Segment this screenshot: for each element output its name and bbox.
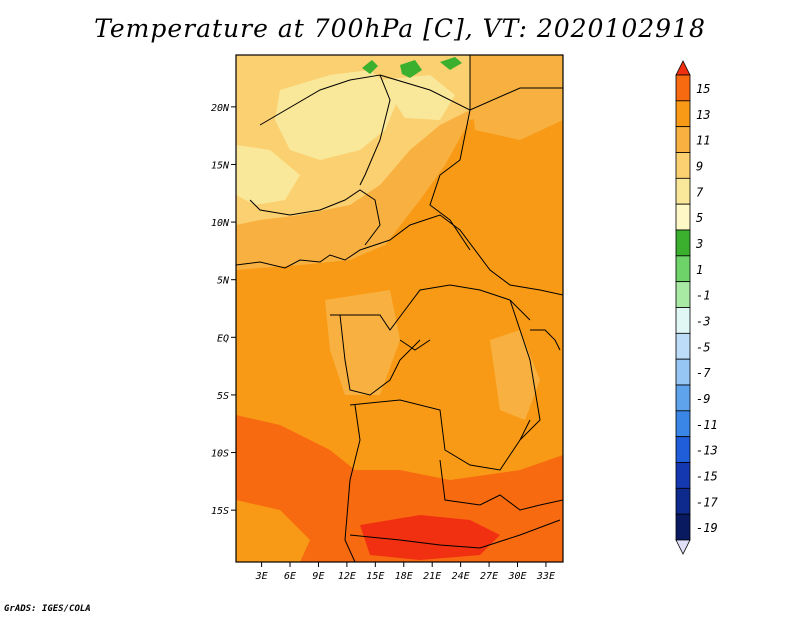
colorbar: 15 13 11 9 7 5 3 1 -1 -3 -5 -7 -9 -11 -13 -15 -17 -19	[675, 60, 718, 555]
lat-tick-label: EQ	[217, 333, 229, 344]
colorbar-segment	[675, 203, 691, 231]
colorbar-label: -5	[696, 340, 710, 354]
colorbar-label: 9	[696, 160, 703, 174]
border-north-1	[259, 74, 391, 186]
colorbar-segment	[675, 410, 691, 438]
colorbar-segment	[675, 229, 691, 257]
field-cream-patch-2	[236, 145, 300, 205]
colorbar-segment	[675, 281, 691, 308]
colorbar-label: 3	[695, 237, 703, 251]
coastline-gulf	[236, 239, 391, 269]
lon-tick-label: 18E	[395, 571, 413, 582]
colorbar-segment	[675, 487, 691, 515]
colorbar-label: 5	[696, 211, 703, 225]
border-inner-1	[399, 339, 431, 351]
lat-tick-label: 15N	[211, 160, 230, 171]
colorbar-label: -3	[696, 315, 710, 329]
colorbar-label: -1	[696, 289, 710, 303]
colorbar-segment	[675, 384, 691, 412]
colorbar-label: 7	[696, 185, 704, 199]
colorbar-segment	[675, 332, 691, 360]
colorbar-segment	[675, 255, 691, 283]
border-nigeria	[249, 189, 381, 246]
colorbar-segment	[675, 307, 691, 334]
colorbar-label: 1	[696, 263, 703, 277]
map-frame	[235, 54, 564, 563]
colorbar-segment	[675, 462, 691, 489]
lon-tick-label: 21E	[423, 571, 441, 582]
colorbar-label: -17	[696, 495, 718, 509]
field-green-patch-3	[440, 57, 462, 70]
colorbar-segment	[675, 358, 691, 386]
field-orange-sw	[236, 500, 310, 562]
colorbar-segment	[675, 126, 691, 153]
colorbar-label: -15	[696, 470, 718, 484]
field-cream-patch-3	[380, 75, 455, 120]
border-drc-south	[349, 399, 531, 471]
colorbar-segment	[675, 100, 691, 128]
lon-tick-label: 12E	[338, 571, 356, 582]
colorbar-segment	[675, 177, 691, 205]
colorbar-top-arrow	[675, 60, 691, 76]
lon-tick-label: 33E	[536, 571, 555, 582]
colorbar-label: -9	[696, 392, 710, 406]
border-gabon-congo	[339, 314, 421, 396]
border-namibia-botswana	[349, 519, 561, 549]
border-egypt	[469, 55, 563, 111]
lon-tick-label: 9E	[312, 571, 324, 582]
temperature-field	[236, 55, 563, 562]
colorbar-label: 11	[696, 134, 710, 148]
colorbar-label: -11	[696, 418, 718, 432]
colorbar-segment	[675, 436, 691, 463]
lat-tick-label: 5N	[217, 276, 230, 287]
chart-title: Temperature at 700hPa [C], VT: 202010291…	[94, 14, 706, 43]
border-inner-2	[530, 329, 561, 351]
lon-tick-label: 3E	[255, 571, 268, 582]
colorbar-label: 13	[696, 108, 710, 122]
lat-tick-label: 20N	[211, 103, 230, 114]
lon-tick-label: 24E	[452, 571, 470, 582]
lon-tick-label: 6E	[284, 571, 296, 582]
colorbar-label: 15	[696, 82, 710, 96]
border-car	[389, 214, 563, 296]
country-borders	[236, 55, 563, 562]
border-north-2	[379, 74, 471, 251]
border-zambia	[439, 459, 563, 511]
colorbar-label: -19	[696, 521, 718, 535]
field-green-patch-1	[362, 60, 378, 74]
colorbar-segment	[675, 513, 691, 541]
field-cream-patch-1	[275, 70, 400, 160]
lat-tick-label: 5S	[217, 391, 229, 402]
colorbar-segment	[675, 152, 691, 179]
colorbar-segment	[675, 74, 691, 102]
lat-tick-label: 15S	[211, 506, 229, 517]
colorbar-bottom-arrow	[675, 539, 691, 555]
border-east-lakes	[509, 299, 541, 441]
lon-tick-label: 30E	[507, 571, 526, 582]
border-angola-west	[344, 404, 361, 562]
latitude-axis: 20N 15N 10N 5N EQ 5S 10S 15S	[211, 103, 236, 517]
lon-tick-label: 15E	[366, 571, 384, 582]
lat-tick-label: 10S	[211, 449, 229, 460]
longitude-axis: 3E 6E 9E 12E 15E 18E 21E 24E 27E 30E 33E	[255, 562, 555, 582]
lon-tick-label: 27E	[480, 571, 498, 582]
field-green-patch-2	[400, 60, 422, 78]
lat-tick-label: 10N	[211, 218, 230, 229]
colorbar-label: -7	[696, 366, 711, 380]
colorbar-label: -13	[696, 444, 718, 458]
border-congo-north	[330, 284, 531, 331]
field-deep-red-core	[360, 515, 500, 560]
credit-label: GrADS: IGES/COLA	[4, 604, 91, 614]
